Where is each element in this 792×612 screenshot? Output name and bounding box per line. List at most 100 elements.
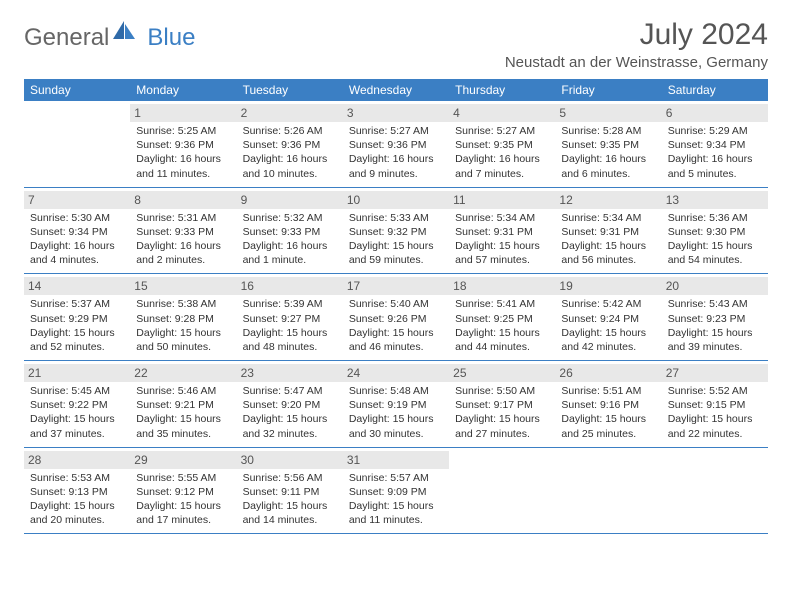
daylight-text: Daylight: 15 hours bbox=[136, 499, 230, 513]
sunset-text: Sunset: 9:16 PM bbox=[561, 398, 655, 412]
weekday-header: Monday bbox=[130, 79, 236, 101]
day-cell: 29Sunrise: 5:55 AMSunset: 9:12 PMDayligh… bbox=[130, 448, 236, 534]
day-cell: 19Sunrise: 5:42 AMSunset: 9:24 PMDayligh… bbox=[555, 274, 661, 360]
title-block: July 2024 Neustadt an der Weinstrasse, G… bbox=[505, 18, 768, 71]
daylight-text: and 48 minutes. bbox=[243, 340, 337, 354]
daylight-text: Daylight: 16 hours bbox=[30, 239, 124, 253]
sunset-text: Sunset: 9:26 PM bbox=[349, 312, 443, 326]
sunrise-text: Sunrise: 5:41 AM bbox=[455, 297, 549, 311]
sunrise-text: Sunrise: 5:38 AM bbox=[136, 297, 230, 311]
daylight-text: and 1 minute. bbox=[243, 253, 337, 267]
daylight-text: and 9 minutes. bbox=[349, 167, 443, 181]
sunrise-text: Sunrise: 5:25 AM bbox=[136, 124, 230, 138]
day-number: 18 bbox=[449, 277, 555, 295]
day-cell: 31Sunrise: 5:57 AMSunset: 9:09 PMDayligh… bbox=[343, 448, 449, 534]
logo-sail-icon bbox=[113, 21, 135, 39]
day-number: 13 bbox=[662, 191, 768, 209]
day-number: 16 bbox=[237, 277, 343, 295]
daylight-text: Daylight: 16 hours bbox=[136, 152, 230, 166]
sunset-text: Sunset: 9:23 PM bbox=[668, 312, 762, 326]
page-title: July 2024 bbox=[505, 18, 768, 52]
day-number: 6 bbox=[662, 104, 768, 122]
daylight-text: Daylight: 15 hours bbox=[136, 326, 230, 340]
sunset-text: Sunset: 9:09 PM bbox=[349, 485, 443, 499]
sunrise-text: Sunrise: 5:53 AM bbox=[30, 471, 124, 485]
daylight-text: and 25 minutes. bbox=[561, 427, 655, 441]
daylight-text: Daylight: 15 hours bbox=[349, 326, 443, 340]
sunrise-text: Sunrise: 5:42 AM bbox=[561, 297, 655, 311]
sunrise-text: Sunrise: 5:28 AM bbox=[561, 124, 655, 138]
day-number: 23 bbox=[237, 364, 343, 382]
sunset-text: Sunset: 9:31 PM bbox=[455, 225, 549, 239]
day-cell: 4Sunrise: 5:27 AMSunset: 9:35 PMDaylight… bbox=[449, 101, 555, 187]
day-number: 27 bbox=[662, 364, 768, 382]
day-cell: 9Sunrise: 5:32 AMSunset: 9:33 PMDaylight… bbox=[237, 188, 343, 274]
daylight-text: and 50 minutes. bbox=[136, 340, 230, 354]
sunset-text: Sunset: 9:17 PM bbox=[455, 398, 549, 412]
daylight-text: Daylight: 15 hours bbox=[349, 412, 443, 426]
day-cell-empty bbox=[449, 448, 555, 534]
day-cell: 16Sunrise: 5:39 AMSunset: 9:27 PMDayligh… bbox=[237, 274, 343, 360]
day-cell: 20Sunrise: 5:43 AMSunset: 9:23 PMDayligh… bbox=[662, 274, 768, 360]
weeks-container: 1Sunrise: 5:25 AMSunset: 9:36 PMDaylight… bbox=[24, 101, 768, 534]
logo: General Blue bbox=[24, 24, 195, 52]
sunrise-text: Sunrise: 5:32 AM bbox=[243, 211, 337, 225]
daylight-text: and 22 minutes. bbox=[668, 427, 762, 441]
daylight-text: and 46 minutes. bbox=[349, 340, 443, 354]
day-number: 24 bbox=[343, 364, 449, 382]
daylight-text: and 11 minutes. bbox=[349, 513, 443, 527]
day-number: 31 bbox=[343, 451, 449, 469]
sunset-text: Sunset: 9:12 PM bbox=[136, 485, 230, 499]
week-row: 1Sunrise: 5:25 AMSunset: 9:36 PMDaylight… bbox=[24, 101, 768, 188]
sunset-text: Sunset: 9:27 PM bbox=[243, 312, 337, 326]
calendar: SundayMondayTuesdayWednesdayThursdayFrid… bbox=[24, 79, 768, 534]
daylight-text: and 6 minutes. bbox=[561, 167, 655, 181]
sunset-text: Sunset: 9:13 PM bbox=[30, 485, 124, 499]
day-cell: 21Sunrise: 5:45 AMSunset: 9:22 PMDayligh… bbox=[24, 361, 130, 447]
day-cell: 26Sunrise: 5:51 AMSunset: 9:16 PMDayligh… bbox=[555, 361, 661, 447]
sunset-text: Sunset: 9:20 PM bbox=[243, 398, 337, 412]
day-cell: 27Sunrise: 5:52 AMSunset: 9:15 PMDayligh… bbox=[662, 361, 768, 447]
daylight-text: and 11 minutes. bbox=[136, 167, 230, 181]
daylight-text: and 20 minutes. bbox=[30, 513, 124, 527]
daylight-text: and 57 minutes. bbox=[455, 253, 549, 267]
daylight-text: and 17 minutes. bbox=[136, 513, 230, 527]
sunset-text: Sunset: 9:15 PM bbox=[668, 398, 762, 412]
daylight-text: Daylight: 16 hours bbox=[668, 152, 762, 166]
weekday-header: Saturday bbox=[662, 79, 768, 101]
day-cell: 30Sunrise: 5:56 AMSunset: 9:11 PMDayligh… bbox=[237, 448, 343, 534]
daylight-text: and 10 minutes. bbox=[243, 167, 337, 181]
daylight-text: Daylight: 16 hours bbox=[455, 152, 549, 166]
day-number: 8 bbox=[130, 191, 236, 209]
daylight-text: and 30 minutes. bbox=[349, 427, 443, 441]
day-number: 1 bbox=[130, 104, 236, 122]
day-number: 11 bbox=[449, 191, 555, 209]
daylight-text: and 27 minutes. bbox=[455, 427, 549, 441]
day-number: 7 bbox=[24, 191, 130, 209]
day-cell: 3Sunrise: 5:27 AMSunset: 9:36 PMDaylight… bbox=[343, 101, 449, 187]
day-number: 14 bbox=[24, 277, 130, 295]
weekday-header: Wednesday bbox=[343, 79, 449, 101]
daylight-text: Daylight: 16 hours bbox=[561, 152, 655, 166]
daylight-text: and 7 minutes. bbox=[455, 167, 549, 181]
sunrise-text: Sunrise: 5:26 AM bbox=[243, 124, 337, 138]
sunset-text: Sunset: 9:24 PM bbox=[561, 312, 655, 326]
day-number: 5 bbox=[555, 104, 661, 122]
day-cell-empty bbox=[24, 101, 130, 187]
daylight-text: Daylight: 15 hours bbox=[243, 326, 337, 340]
day-number: 2 bbox=[237, 104, 343, 122]
sunset-text: Sunset: 9:32 PM bbox=[349, 225, 443, 239]
sunrise-text: Sunrise: 5:57 AM bbox=[349, 471, 443, 485]
daylight-text: Daylight: 16 hours bbox=[136, 239, 230, 253]
day-cell: 7Sunrise: 5:30 AMSunset: 9:34 PMDaylight… bbox=[24, 188, 130, 274]
weekday-header: Friday bbox=[555, 79, 661, 101]
daylight-text: and 5 minutes. bbox=[668, 167, 762, 181]
sunrise-text: Sunrise: 5:34 AM bbox=[561, 211, 655, 225]
daylight-text: and 37 minutes. bbox=[30, 427, 124, 441]
daylight-text: Daylight: 15 hours bbox=[561, 326, 655, 340]
sunrise-text: Sunrise: 5:30 AM bbox=[30, 211, 124, 225]
daylight-text: and 52 minutes. bbox=[30, 340, 124, 354]
sunrise-text: Sunrise: 5:34 AM bbox=[455, 211, 549, 225]
daylight-text: Daylight: 15 hours bbox=[30, 499, 124, 513]
sunset-text: Sunset: 9:22 PM bbox=[30, 398, 124, 412]
